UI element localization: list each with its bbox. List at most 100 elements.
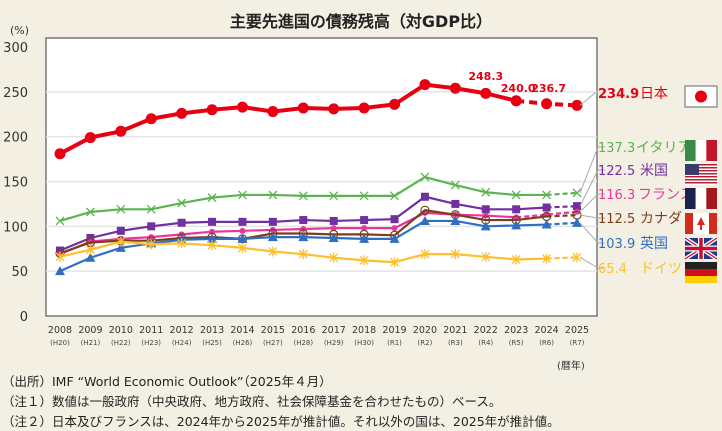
- data-point: [419, 79, 431, 91]
- data-point: [510, 95, 522, 107]
- data-point: [541, 98, 553, 110]
- data-point: [329, 216, 338, 225]
- flag-cross-red: [685, 238, 717, 259]
- data-point: [207, 240, 217, 251]
- series-uk: 103.9 英国: [55, 215, 668, 276]
- y-tick-label: 200: [3, 131, 28, 146]
- data-label: 248.3: [468, 70, 503, 83]
- data-point: [237, 233, 248, 243]
- y-tick-label: 300: [3, 41, 28, 56]
- data-point: [55, 216, 65, 226]
- flag-disc: [695, 90, 707, 103]
- x-tick-label: 2009: [78, 325, 102, 336]
- series-line-estimate: [546, 191, 578, 197]
- y-tick-label: 100: [3, 220, 28, 235]
- data-point: [360, 216, 369, 225]
- y-tick-label: 250: [3, 86, 28, 101]
- series-line: [59, 82, 517, 156]
- data-point: [207, 193, 217, 203]
- x-tick-sublabel: (H25): [202, 339, 222, 347]
- data-point: [390, 215, 399, 224]
- flag-stripe: [695, 140, 707, 161]
- x-tick-label: 2022: [474, 325, 498, 336]
- data-point: [206, 104, 218, 116]
- flag-stripe: [685, 165, 717, 167]
- x-tick-sublabel: (H30): [354, 339, 374, 347]
- flag-stripe: [685, 182, 717, 184]
- data-point: [390, 257, 399, 268]
- data-point: [147, 222, 156, 231]
- x-tick-label: 2011: [139, 325, 163, 336]
- legend-name-canada: カナダ: [640, 211, 682, 227]
- flag-stripe: [685, 167, 717, 169]
- flag-stripe: [685, 177, 717, 179]
- x-tick-label: 2013: [200, 325, 224, 336]
- data-point: [146, 204, 156, 214]
- flag-stripe: [685, 176, 717, 178]
- data-point: [236, 101, 248, 113]
- chart-title: 主要先進国の債務残高（対GDP比）: [229, 12, 493, 31]
- data-point: [268, 246, 278, 257]
- series-line-estimate: [546, 205, 578, 209]
- data-point: [268, 217, 277, 226]
- data-point: [451, 199, 460, 208]
- data-point: [359, 191, 369, 201]
- data-point: [298, 249, 308, 260]
- data-point: [328, 103, 340, 115]
- flag-stripe: [685, 170, 717, 172]
- uk-flag-icon: [683, 236, 719, 261]
- flag-stripe: [685, 174, 717, 176]
- x-tick-label: 2019: [382, 325, 406, 336]
- source-note: （出所）IMF “World Economic Outlook”（2025年４月…: [2, 374, 332, 389]
- flag-stripe: [706, 140, 717, 161]
- x-tick-sublabel: (H22): [111, 339, 131, 347]
- x-tick-sublabel: (H26): [233, 339, 253, 347]
- leader-line: [579, 256, 605, 269]
- legend-name-japan: 日本: [640, 86, 668, 102]
- x-tick-label: 2014: [230, 325, 254, 336]
- series-italy: 137.3 イタリア: [55, 140, 691, 226]
- data-point: [84, 132, 96, 144]
- data-point: [328, 232, 339, 242]
- legend-value-usa: 122.5: [598, 164, 635, 179]
- data-point: [572, 252, 582, 263]
- data-point: [420, 205, 430, 215]
- data-point: [55, 266, 65, 276]
- flag-stripe: [695, 188, 707, 209]
- flag-stripe: [685, 140, 696, 161]
- x-tick-label: 2024: [534, 325, 558, 336]
- series-line-estimate: [546, 256, 578, 260]
- data-point: [177, 218, 186, 227]
- data-point: [330, 225, 337, 232]
- legend-value-france: 116.3: [598, 188, 635, 203]
- flag-stripe: [685, 262, 717, 269]
- data-point: [116, 236, 126, 247]
- series-germany: 65.4 ドイツ: [55, 236, 682, 277]
- data-point: [329, 191, 339, 201]
- data-point: [419, 215, 430, 225]
- legend-value-germany: 65.4: [598, 262, 627, 277]
- data-point: [572, 188, 582, 198]
- leader-line: [579, 146, 605, 194]
- y-axis-unit: (%): [10, 24, 30, 37]
- data-point: [511, 254, 521, 265]
- plot-area: [45, 37, 598, 317]
- leader-line: [579, 222, 605, 244]
- france-flag-icon: [685, 188, 717, 209]
- data-point: [480, 221, 491, 231]
- x-tick-sublabel: (R2): [418, 339, 433, 347]
- legend-name-usa: 米国: [640, 163, 668, 179]
- data-point: [449, 82, 461, 94]
- x-tick-sublabel: (H24): [172, 339, 192, 347]
- data-point: [267, 232, 278, 242]
- data-point: [481, 205, 490, 214]
- x-tick-label: 2021: [443, 325, 467, 336]
- x-tick-label: 2016: [291, 325, 315, 336]
- data-point: [542, 253, 552, 264]
- x-tick-sublabel: (R7): [570, 339, 585, 347]
- y-tick-label: 150: [3, 176, 28, 191]
- germany-flag-icon: [685, 262, 717, 283]
- data-point: [268, 190, 278, 200]
- data-point: [450, 180, 460, 190]
- x-tick-label: 2025: [565, 325, 589, 336]
